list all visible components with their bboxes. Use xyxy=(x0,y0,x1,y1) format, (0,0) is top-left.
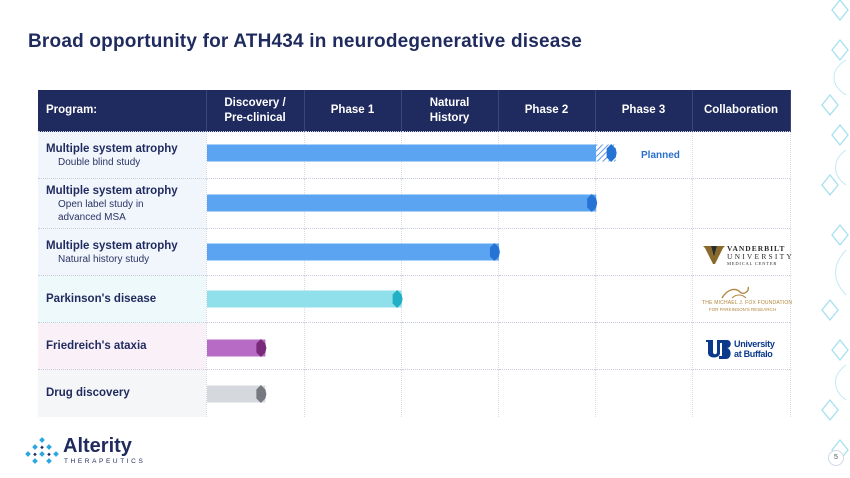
brand-name: Alterity xyxy=(63,435,132,457)
program-cell: Parkinson's disease xyxy=(38,275,207,323)
vanderbilt-v-icon xyxy=(703,246,725,264)
header-row: Program: Discovery / Pre-clinical Phase 1… xyxy=(38,90,791,132)
table-row: Parkinson's disease xyxy=(38,275,791,323)
table-row: Multiple system atrophy Open label study … xyxy=(38,178,791,229)
header-collaboration: Collaboration xyxy=(692,90,791,132)
ub-monogram-icon xyxy=(706,340,731,359)
program-cell: Friedreich's ataxia xyxy=(38,322,207,370)
mjff-swirl-icon xyxy=(721,286,750,299)
pipeline-table: Program: Discovery / Pre-clinical Phase 1… xyxy=(38,90,791,417)
header-phase1: Phase 1 xyxy=(304,90,402,132)
decorative-chain-pattern xyxy=(821,0,849,462)
page-number: 5 xyxy=(828,450,844,466)
alterity-dots-icon xyxy=(25,437,59,464)
header-discovery: Discovery / Pre-clinical xyxy=(206,90,305,132)
header-natural-history: Natural History xyxy=(401,90,499,132)
header-phase2: Phase 2 xyxy=(498,90,596,132)
program-cell: Multiple system atrophy Natural history s… xyxy=(38,228,207,276)
table-row: Multiple system atrophy Natural history s… xyxy=(38,228,791,276)
alterity-logo: Alterity THERAPEUTICS xyxy=(25,435,143,470)
brand-tagline: THERAPEUTICS xyxy=(64,458,146,465)
table-row: Drug discovery xyxy=(38,369,791,417)
program-cell: Drug discovery xyxy=(38,369,207,417)
ub-logo: University at Buffalo xyxy=(705,339,775,365)
header-program: Program: xyxy=(38,90,207,132)
mjff-logo: THE MICHAEL J. FOX FOUNDATION FOR PARKIN… xyxy=(702,286,792,316)
program-cell: Multiple system atrophy Double blind stud… xyxy=(38,131,207,179)
vanderbilt-logo: VANDERBILT UNIVERSITY MEDICAL CENTER xyxy=(703,245,792,270)
page-title: Broad opportunity for ATH434 in neurodeg… xyxy=(28,31,583,52)
table-row: Friedreich's ataxia xyxy=(38,322,791,370)
planned-label: Planned xyxy=(641,150,680,161)
program-cell: Multiple system atrophy Open label study … xyxy=(38,178,207,229)
header-phase3: Phase 3 xyxy=(595,90,693,132)
